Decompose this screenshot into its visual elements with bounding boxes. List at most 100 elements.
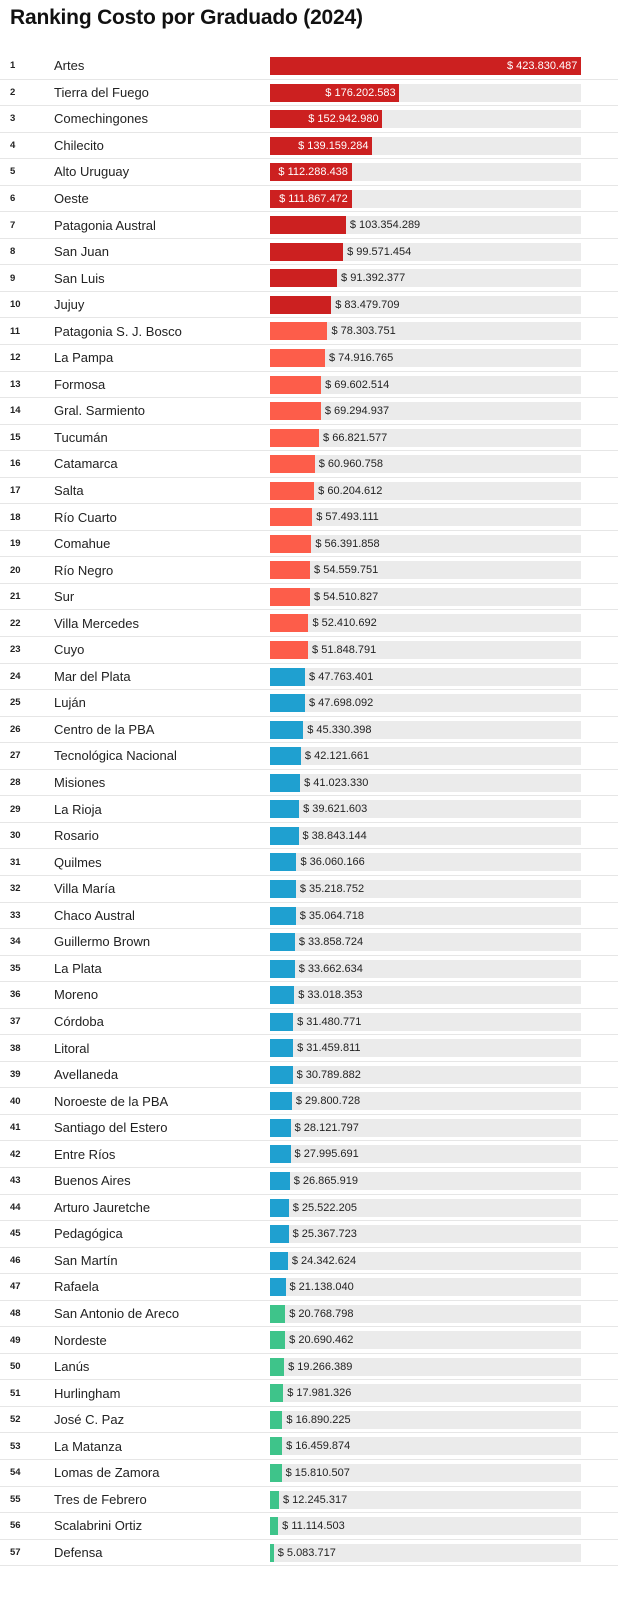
bar [270,349,325,368]
value-label: $ 52.410.692 [312,617,377,630]
value-label: $ 35.218.752 [299,882,365,895]
value-label: $ 47.763.401 [309,670,374,683]
bar [270,216,346,235]
category-label: La Plata [54,960,102,976]
category-label: Patagonia Austral [54,217,156,233]
category-label: Patagonia S. J. Bosco [54,323,182,339]
bar-track: $ 47.763.401 [270,667,581,686]
rank-label: 19 [10,538,21,550]
rank-label: 50 [10,1361,21,1373]
table-row: 54 Lomas de Zamora $ 15.810.507 [0,1460,618,1487]
rank-label: 10 [10,299,21,311]
category-label: Litoral [54,1040,90,1056]
bar-track: $ 33.858.724 [270,933,581,952]
rank-label: 45 [10,1228,21,1240]
category-label: Salta [54,483,84,499]
table-row: 45 Pedagógica $ 25.367.723 [0,1221,618,1248]
value-label: $ 111.867.472 [279,192,348,205]
table-row: 32 Villa María $ 35.218.752 [0,876,618,903]
category-label: Jujuy [54,297,85,313]
category-label: Noroeste de la PBA [54,1093,169,1109]
category-label: Sur [54,589,75,605]
bar [270,269,338,288]
table-row: 49 Nordeste $ 20.690.462 [0,1327,618,1354]
bar [270,1012,294,1031]
bar-track: $ 111.867.472 [270,189,581,208]
bar-track: $ 103.354.289 [270,216,581,235]
bar [270,1065,293,1084]
bar [270,747,301,766]
bar [270,534,312,553]
table-row: 19 Comahue $ 56.391.858 [0,531,618,558]
value-label: $ 54.559.751 [314,564,379,577]
category-label: José C. Paz [54,1412,125,1428]
rank-label: 23 [10,644,21,656]
bar [270,853,297,872]
value-label: $ 17.981.326 [287,1387,352,1400]
category-label: Villa María [54,881,116,897]
value-label: $ 42.121.661 [304,750,370,763]
bar-track: $ 57.493.111 [270,508,581,527]
rank-label: 46 [10,1254,21,1266]
category-label: Hurlingham [54,1385,121,1401]
category-label: Gral. Sarmiento [54,403,146,419]
value-label: $ 66.821.577 [323,431,388,444]
bar [270,402,321,421]
table-row: 34 Guillermo Brown $ 33.858.724 [0,929,618,956]
value-label: $ 26.865.919 [293,1174,358,1187]
rank-label: 14 [10,405,21,417]
category-label: Comechingones [54,111,148,127]
value-label: $ 15.810.507 [285,1466,350,1479]
table-row: 16 Catamarca $ 60.960.758 [0,451,618,478]
bar-track: $ 54.510.827 [270,587,581,606]
table-row: 14 Gral. Sarmiento $ 69.294.937 [0,398,618,425]
bar [270,561,311,580]
bar [270,906,296,925]
bar [270,1171,290,1190]
bar-track: $ 25.522.205 [270,1198,581,1217]
value-label: $ 423.830.487 [507,60,578,72]
table-row: 40 Noroeste de la PBA $ 29.800.728 [0,1088,618,1115]
table-row: 4 Chilecito $ 139.159.284 [0,133,618,160]
rank-label: 38 [10,1042,21,1054]
value-label: $ 28.121.797 [294,1121,359,1134]
bar-track: $ 47.698.092 [270,694,581,713]
rank-label: 55 [10,1493,21,1505]
table-row: 53 La Matanza $ 16.459.874 [0,1433,618,1460]
bar-track: $ 12.245.317 [270,1490,581,1509]
table-row: 44 Arturo Jauretche $ 25.522.205 [0,1195,618,1222]
bar [270,57,581,75]
category-label: Centro de la PBA [54,721,155,737]
bar-track: $ 20.768.798 [270,1304,581,1323]
value-label: $ 25.522.205 [292,1201,357,1214]
table-row: 21 Sur $ 54.510.827 [0,584,618,611]
value-label: $ 78.303.751 [331,325,396,338]
table-row: 6 Oeste $ 111.867.472 [0,186,618,213]
value-label: $ 24.342.624 [291,1254,357,1267]
table-row: 37 Córdoba $ 31.480.771 [0,1009,618,1036]
value-label: $ 45.330.398 [307,723,372,736]
bar-track: $ 5.083.717 [270,1543,581,1562]
category-label: Villa Mercedes [54,615,140,631]
bar-track: $ 28.121.797 [270,1118,581,1137]
rank-label: 15 [10,431,21,443]
value-label: $ 39.621.603 [303,803,368,816]
bar-track: $ 139.159.284 [270,136,581,155]
bar-track: $ 69.602.514 [270,375,581,394]
table-row: 11 Patagonia S. J. Bosco $ 78.303.751 [0,318,618,346]
bar [270,1304,286,1323]
rank-label: 49 [10,1334,21,1346]
value-label: $ 33.662.634 [298,962,363,975]
category-label: Tucumán [54,429,108,445]
bar-track: $ 66.821.577 [270,428,581,447]
category-label: Scalabrini Ortiz [54,1518,143,1534]
table-row: 36 Moreno $ 33.018.353 [0,982,618,1009]
value-label: $ 35.064.718 [299,909,364,922]
value-label: $ 20.690.462 [289,1334,354,1347]
bar [270,773,301,792]
bar-track: $ 30.789.882 [270,1065,581,1084]
bar-track: $ 11.114.503 [270,1517,581,1536]
bar [270,1357,285,1376]
value-label: $ 16.890.225 [286,1413,351,1426]
category-label: Nordeste [54,1332,107,1348]
